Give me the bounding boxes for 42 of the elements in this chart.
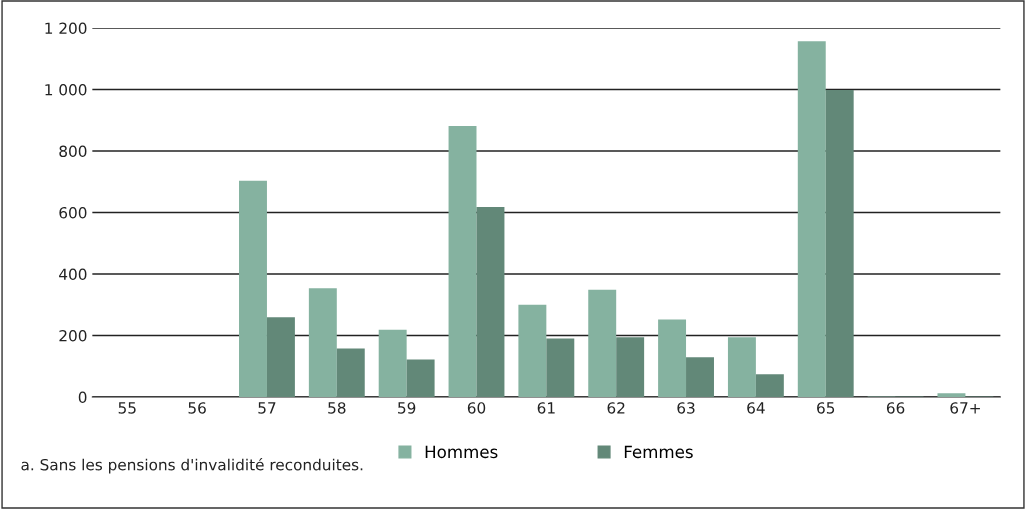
legend-label: Femmes	[624, 445, 693, 459]
bar	[406, 359, 435, 398]
bar	[616, 337, 645, 398]
bar	[825, 90, 854, 398]
y-tick-label: 400	[59, 268, 87, 281]
bar	[727, 337, 756, 398]
y-tick-label: 200	[59, 329, 87, 342]
bar	[658, 319, 687, 398]
x-tick-label: 63	[677, 402, 695, 414]
bar	[755, 374, 784, 398]
x-tick-label: 67+	[950, 402, 980, 414]
bar	[686, 357, 714, 398]
y-tick-label: 600	[59, 206, 87, 219]
x-tick-label: 55	[118, 402, 136, 414]
bar	[266, 317, 295, 398]
x-tick-label: 66	[886, 402, 905, 414]
bar	[588, 289, 617, 398]
bar	[448, 126, 477, 398]
bar	[937, 393, 966, 398]
legend-label: Hommes	[425, 445, 498, 459]
bar	[239, 180, 267, 398]
bar	[476, 206, 505, 398]
x-tick-label: 56	[188, 402, 206, 414]
bar	[518, 304, 547, 398]
x-tick-label: 65	[817, 402, 835, 414]
y-tick-label: 1 000	[45, 83, 87, 96]
bar	[336, 348, 365, 398]
text: a. Sans les pensions d'invalidité reconduites.	[21, 458, 363, 474]
x-tick-label: 57	[258, 402, 276, 414]
y-tick-label: 0	[78, 391, 87, 404]
y-tick-label: 1 200	[45, 22, 87, 35]
x-tick-label: 58	[328, 402, 346, 414]
x-tick-label: 62	[607, 402, 625, 414]
y-tick-label: 800	[59, 145, 87, 158]
bar	[546, 338, 575, 398]
x-tick-label: 64	[747, 402, 765, 414]
bar	[378, 329, 407, 398]
x-tick-label: 59	[398, 402, 416, 414]
bar	[797, 41, 826, 398]
x-tick-label: 61	[537, 402, 555, 414]
x-tick-label: 60	[467, 402, 486, 414]
bar	[308, 288, 337, 398]
